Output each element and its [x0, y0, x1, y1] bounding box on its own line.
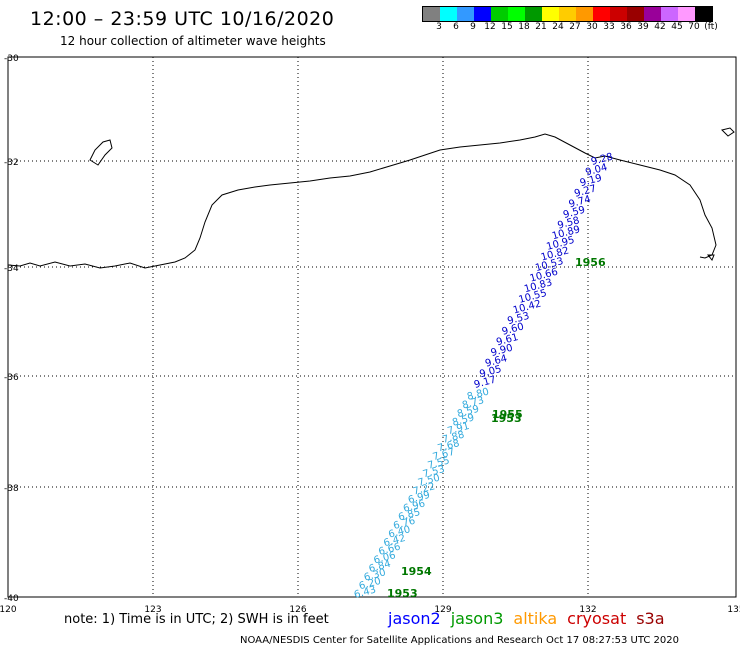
scale-label: 21 [535, 22, 547, 32]
satellite-legend-item: cryosat [567, 609, 627, 628]
scale-label: 24 [552, 22, 564, 32]
footer-note: note: 1) Time is in UTC; 2) SWH is in fe… [64, 612, 329, 627]
lon-tick-label: 135 [727, 605, 740, 615]
scale-swatch [644, 7, 661, 21]
scale-label: 9 [470, 22, 476, 32]
scale-swatch [593, 7, 610, 21]
grid-lines [8, 57, 736, 597]
satellite-legend-item: altika [513, 609, 558, 628]
scale-label: 30 [586, 22, 598, 32]
scale-label: 6 [453, 22, 459, 32]
scale-label: 12 [484, 22, 496, 32]
island [706, 254, 715, 261]
scale-swatch [678, 7, 695, 21]
scale-swatch [423, 7, 440, 21]
lat-tick-label: -32 [4, 158, 19, 168]
scale-swatch [559, 7, 576, 21]
lon-tick-label: 120 [0, 605, 17, 615]
scale-swatch [610, 7, 627, 21]
time-label: 1953 [387, 587, 418, 600]
scale-label: (ft) [704, 22, 718, 32]
scale-label: 18 [518, 22, 530, 32]
time-label: 1956 [575, 256, 606, 269]
island [721, 127, 735, 137]
scale-swatch [440, 7, 457, 21]
lon-tick-label: 132 [579, 605, 596, 615]
scale-label: 45 [671, 22, 683, 32]
scale-swatch [525, 7, 542, 21]
scale-label: 70 [688, 22, 700, 32]
plot-frame [7, 56, 737, 598]
scale-swatch [661, 7, 678, 21]
scale-label: 15 [501, 22, 513, 32]
time-label: 1954 [401, 565, 432, 578]
scale-swatch [474, 7, 491, 21]
scale-label: 3 [436, 22, 442, 32]
coastline [7, 133, 717, 269]
scale-swatch [491, 7, 508, 21]
track-value: 6.43 [353, 585, 377, 601]
color-scale [422, 6, 713, 22]
lat-tick-label: -38 [4, 484, 19, 494]
lon-tick-label: 129 [434, 605, 451, 615]
scale-label: 33 [603, 22, 615, 32]
map-title: 12:00 – 23:59 UTC 10/16/2020 [30, 8, 335, 30]
lat-tick-label: -30 [4, 54, 19, 64]
lat-tick-label: -34 [4, 264, 19, 274]
lon-tick-label: 123 [144, 605, 161, 615]
satellite-legend: jason2 jason3 altika cryosat s3a [388, 609, 675, 628]
lat-tick-label: -40 [4, 594, 19, 604]
scale-label: 27 [569, 22, 581, 32]
scale-label: 36 [620, 22, 632, 32]
satellite-legend-item: jason3 [450, 609, 504, 628]
map-subtitle: 12 hour collection of altimeter wave hei… [60, 34, 326, 48]
scale-swatch [508, 7, 525, 21]
scale-label: 39 [637, 22, 649, 32]
lat-tick-label: -36 [4, 373, 19, 383]
scale-swatch [695, 7, 712, 21]
satellite-legend-item: s3a [636, 609, 665, 628]
lon-tick-label: 126 [289, 605, 306, 615]
scale-swatch [457, 7, 474, 21]
footer-credit: NOAA/NESDIS Center for Satellite Applica… [240, 635, 679, 646]
scale-swatch [627, 7, 644, 21]
axis-ticks: 120 123 126 129 132 135 -30 -32 -34 -36 -38 -40 [0, 54, 740, 615]
satellite-legend-item: jason2 [388, 609, 441, 628]
time-label: 1953 [491, 412, 522, 425]
scale-swatch [576, 7, 593, 21]
island [89, 139, 113, 166]
scale-swatch [542, 7, 559, 21]
time-label: 1955 [492, 408, 523, 421]
scale-label: 42 [654, 22, 666, 32]
